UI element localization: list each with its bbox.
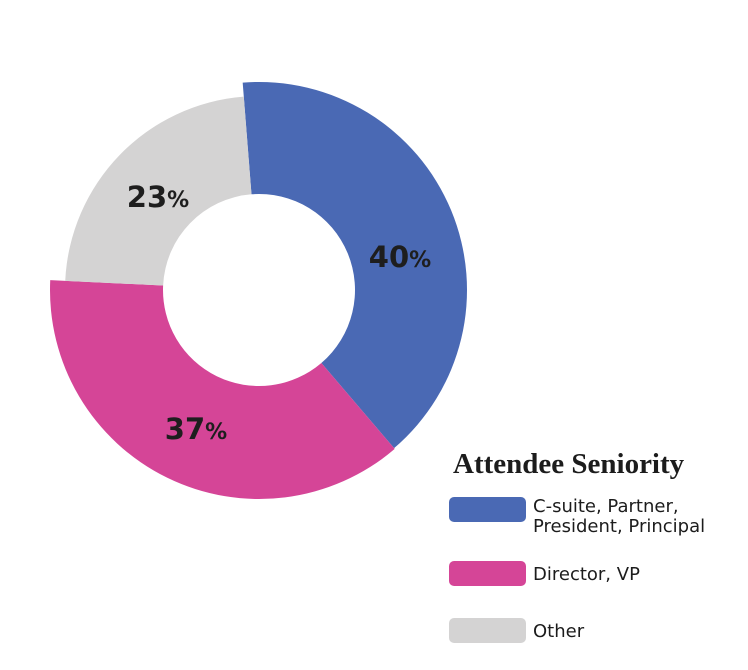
donut-slices: [49, 81, 468, 499]
data-label-other: 23%: [127, 180, 189, 214]
legend-swatch: [449, 561, 526, 586]
legend-item-director-vp: Director, VP: [449, 561, 640, 586]
donut-slice-0: [242, 81, 468, 449]
data-label-value: 40: [369, 240, 409, 274]
legend-title: Attendee Seniority: [453, 448, 685, 480]
donut-slice-2: [65, 96, 252, 286]
legend-item-c-suite: C-suite, Partner, President, Principal: [449, 497, 738, 537]
legend-label: C-suite, Partner, President, Principal: [533, 496, 706, 537]
data-label-value: 37: [165, 412, 205, 446]
data-label-value: 23: [127, 180, 167, 214]
data-label-unit: %: [205, 420, 227, 445]
legend-item-other: Other: [449, 618, 584, 643]
data-label-unit: %: [167, 188, 189, 213]
donut-slice-1: [49, 280, 395, 499]
legend-swatch: [449, 497, 526, 522]
data-label-unit: %: [409, 248, 431, 273]
data-label-director-vp: 37%: [165, 412, 227, 446]
data-label-c-suite: 40%: [369, 240, 431, 274]
legend-swatch: [449, 618, 526, 643]
legend-label: Director, VP: [533, 564, 640, 585]
legend-label: Other: [533, 621, 585, 642]
